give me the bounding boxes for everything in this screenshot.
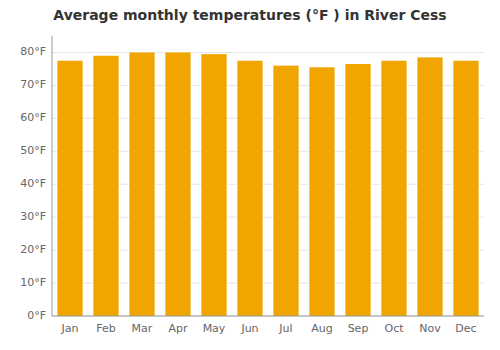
chart-container: 0°F 10°F 20°F 30°F 40°F 50°F 60°F 70°F 80°F Jan Fe…	[0, 0, 500, 350]
bar	[57, 61, 82, 316]
x-tick-label: Jun	[240, 322, 258, 335]
bar	[165, 52, 190, 316]
x-axis-line	[52, 316, 484, 317]
bars	[57, 52, 478, 316]
title: Average monthly temperatures (°F ) in Ri…	[53, 7, 446, 23]
x-tick-label: Jan	[61, 322, 79, 335]
x-tick-label: Mar	[132, 322, 153, 335]
grid-line	[52, 316, 484, 317]
y-tick-label: 40°F	[20, 177, 46, 190]
y-tick-labels: 0°F 10°F 20°F 30°F 40°F 50°F 60°F 70°F 80°F	[20, 45, 46, 322]
y-axis-line	[52, 36, 53, 316]
x-tick-label: May	[203, 322, 226, 335]
y-tick-label: 10°F	[20, 276, 46, 289]
y-tick-label: 60°F	[20, 111, 46, 124]
bar	[273, 66, 298, 316]
x-tick-label: Aug	[311, 322, 332, 335]
grid-line	[52, 52, 484, 53]
y-tick-label: 80°F	[20, 45, 46, 58]
y-tick-label: 50°F	[20, 144, 46, 157]
y-grid	[52, 52, 484, 316]
y-tick-label: 0°F	[27, 309, 46, 322]
x-tick-label: Oct	[384, 322, 404, 335]
bar	[345, 64, 370, 316]
x-tick-label: Jul	[278, 322, 292, 335]
bar	[417, 57, 442, 316]
chart: 0°F 10°F 20°F 30°F 40°F 50°F 60°F 70°F 80°F Jan Fe…	[0, 0, 500, 350]
x-tick-label: Sep	[348, 322, 369, 335]
x-tick-labels: Jan Feb Mar Apr May Jun Jul Aug Sep Oct Nov Dec	[61, 322, 477, 335]
y-tick-label: 30°F	[20, 210, 46, 223]
x-tick-label: Nov	[419, 322, 441, 335]
bar	[309, 67, 334, 316]
y-tick-label: 20°F	[20, 243, 46, 256]
y-tick-label: 70°F	[20, 78, 46, 91]
bar	[237, 61, 262, 316]
bar	[453, 61, 478, 316]
bar	[201, 54, 226, 316]
bar	[381, 61, 406, 316]
bar	[93, 56, 118, 316]
x-tick-label: Dec	[455, 322, 476, 335]
bar	[129, 52, 154, 316]
x-tick-label: Feb	[96, 322, 115, 335]
x-tick-label: Apr	[168, 322, 188, 335]
